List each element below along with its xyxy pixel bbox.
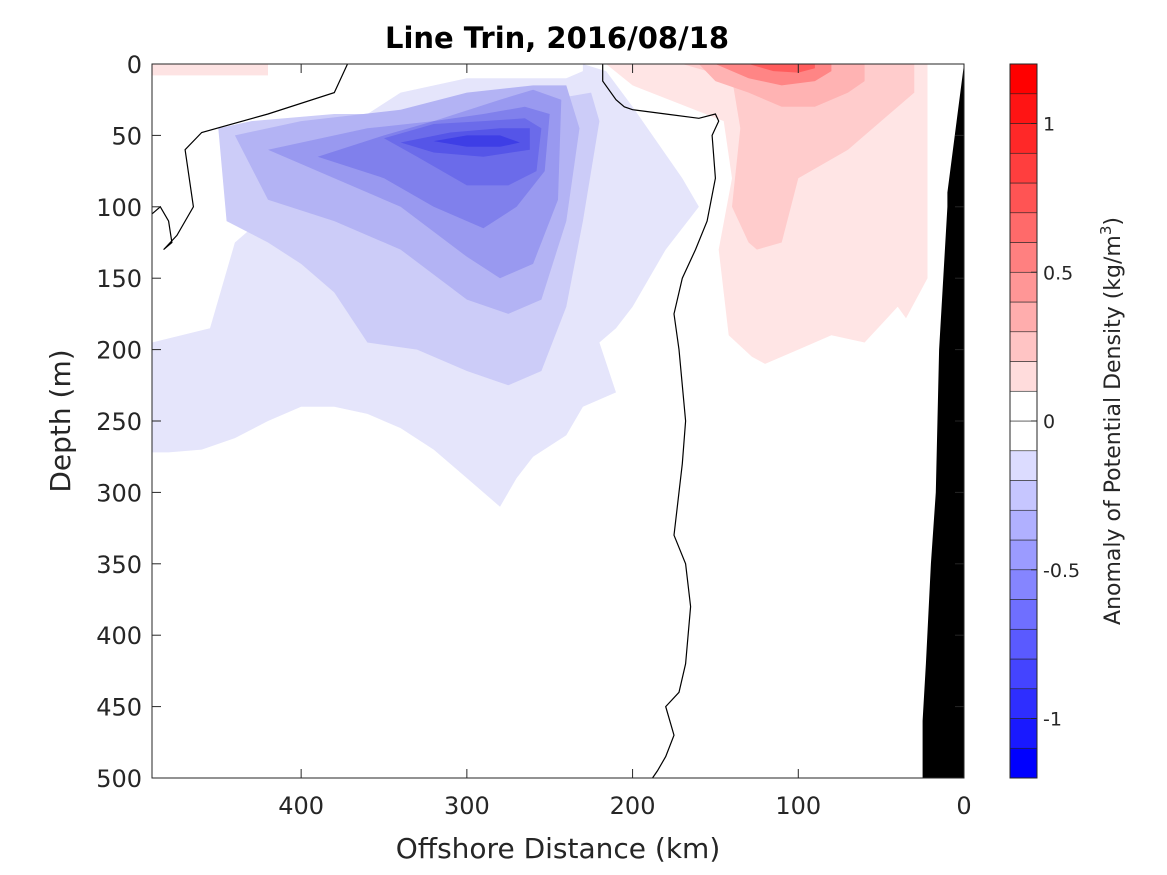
chart-title: Line Trin, 2016/08/18: [385, 21, 729, 55]
colorbar-segment-5: [1009, 599, 1038, 630]
colorbar-label-text: Anomaly of Potential Density (kg/m: [1101, 235, 1126, 625]
colorbar-segment-16: [1009, 271, 1038, 303]
x-tick-label-100: 100: [775, 792, 821, 820]
y-tick-label-450: 450: [96, 694, 142, 722]
colorbar-segment-3: [1009, 658, 1038, 690]
colorbar-label-superscript: 3: [1097, 226, 1115, 236]
y-tick-label-250: 250: [96, 408, 142, 436]
colorbar-segment-4: [1009, 628, 1038, 660]
contour-fill-layer: [152, 64, 928, 507]
contour-level-pos-0p1-5: [152, 64, 268, 76]
colorbar-tick-label-0: 1: [1043, 114, 1055, 136]
colorbar-segment-7: [1009, 539, 1038, 571]
colorbar-segment-8: [1009, 509, 1038, 541]
plot-area: 400 300 200 100 0 0 50 100 150 200 250 300 350 400 45…: [96, 51, 971, 820]
bathymetry-layer: [922, 64, 964, 778]
colorbar-segment-19: [1009, 182, 1038, 214]
colorbar-segment-13: [1009, 361, 1038, 392]
colorbar-segment-21: [1009, 123, 1038, 154]
y-tick-label-350: 350: [96, 551, 142, 579]
y-axis-ticks: 0 50 100 150 200 250 300 350 400 450 500: [96, 51, 964, 793]
colorbar-segment-0: [1009, 747, 1038, 779]
colorbar-segment-15: [1009, 301, 1038, 333]
colorbar-segment-9: [1009, 480, 1038, 511]
colorbar-ticks: 1 0.5 0 -0.5 -1: [1031, 114, 1080, 731]
zero-contour-line-main: [602, 64, 720, 779]
colorbar-segment-11: [1009, 420, 1038, 452]
colorbar-label: Anomaly of Potential Density (kg/m3): [1097, 217, 1126, 625]
x-axis-ticks: 400 300 200 100 0: [278, 64, 972, 820]
y-tick-label-400: 400: [96, 622, 142, 650]
bathymetry-shelf: [922, 64, 964, 778]
y-tick-label-200: 200: [96, 337, 142, 365]
zero-contour-layer: [151, 63, 720, 779]
colorbar-segment-23: [1009, 63, 1038, 95]
colorbar-tick-label-3: -0.5: [1043, 560, 1080, 582]
x-axis-label: Offshore Distance (km): [396, 832, 721, 865]
zero-contour-line-west: [151, 63, 349, 251]
colorbar: 1 0.5 0 -0.5 -1 Anomaly of Potential Density…: [1009, 63, 1126, 779]
contour-level-neg-0p8-13: [433, 135, 520, 147]
colorbar-segment-17: [1009, 242, 1038, 273]
colorbar-tick-label-2: 0: [1043, 411, 1055, 433]
colorbar-segment-12: [1009, 390, 1038, 422]
x-tick-label-0: 0: [956, 792, 971, 820]
colorbar-segment-6: [1009, 569, 1038, 600]
y-tick-label-500: 500: [96, 765, 142, 793]
x-tick-label-300: 300: [444, 792, 490, 820]
x-tick-label-200: 200: [610, 792, 656, 820]
colorbar-tick-label-4: -1: [1043, 709, 1062, 731]
y-tick-label-150: 150: [96, 265, 142, 293]
colorbar-segment-14: [1009, 331, 1038, 362]
colorbar-segment-2: [1009, 688, 1038, 719]
colorbar-segments: [1009, 63, 1038, 779]
colorbar-label-close: ): [1101, 217, 1126, 226]
y-tick-label-100: 100: [96, 194, 142, 222]
y-tick-label-300: 300: [96, 479, 142, 507]
y-tick-label-50: 50: [111, 122, 142, 150]
colorbar-segment-22: [1009, 93, 1038, 124]
y-axis-label: Depth (m): [44, 349, 77, 492]
colorbar-segment-20: [1009, 152, 1038, 184]
colorbar-segment-18: [1009, 212, 1038, 243]
x-tick-label-400: 400: [278, 792, 324, 820]
colorbar-segment-10: [1009, 450, 1038, 481]
y-tick-label-0: 0: [127, 51, 142, 79]
contour-level-pos-0p2-1: [682, 64, 915, 250]
colorbar-segment-1: [1009, 718, 1038, 749]
colorbar-tick-label-1: 0.5: [1043, 262, 1073, 284]
